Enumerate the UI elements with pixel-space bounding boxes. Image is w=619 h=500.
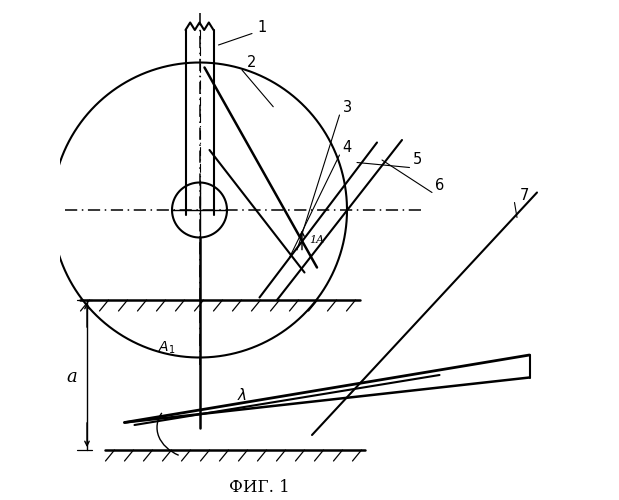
Text: $\lambda$: $\lambda$ [237,387,247,403]
Text: 6: 6 [435,178,444,192]
Text: 7: 7 [520,188,529,202]
Text: 1: 1 [258,20,267,35]
Text: 3: 3 [342,100,352,115]
Text: 2: 2 [248,55,257,70]
Text: a: a [67,368,77,386]
Text: 4: 4 [342,140,352,155]
Text: ФИГ. 1: ФИГ. 1 [229,479,290,496]
Text: $A_1$: $A_1$ [158,340,176,355]
Text: 1A: 1A [310,235,324,245]
Text: 5: 5 [412,152,422,168]
